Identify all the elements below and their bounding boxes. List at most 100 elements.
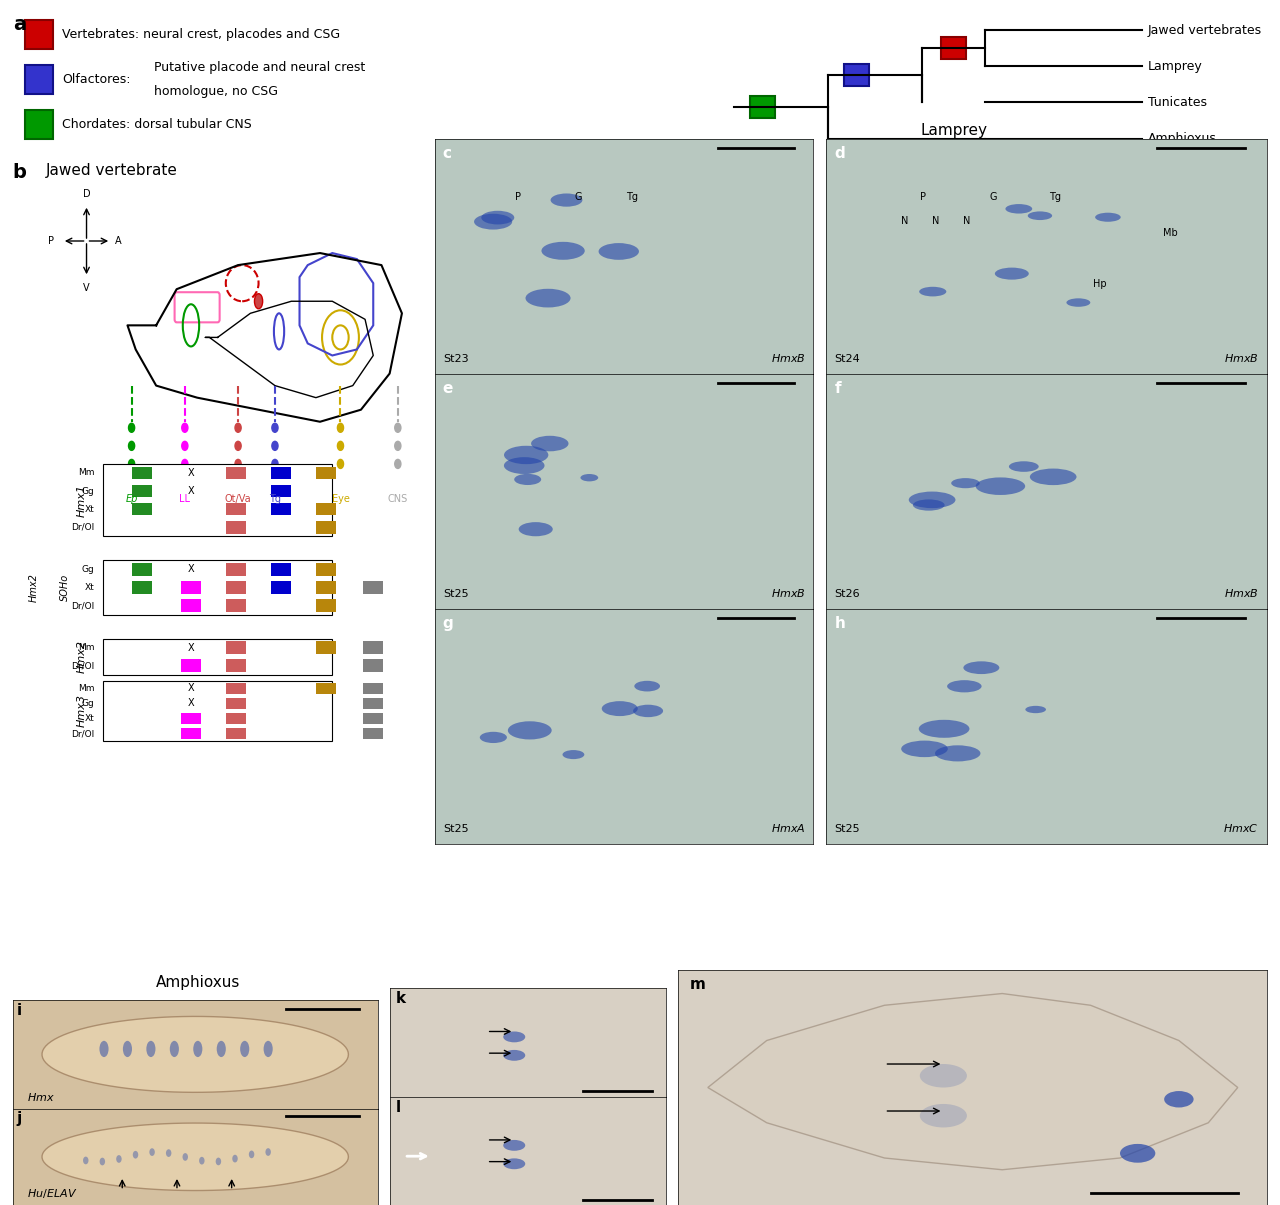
- Bar: [26, 65, 52, 94]
- Ellipse shape: [1009, 462, 1038, 472]
- Bar: [316, 502, 335, 516]
- Ellipse shape: [1066, 299, 1091, 307]
- Bar: [316, 563, 335, 576]
- Bar: [364, 728, 383, 739]
- Bar: [316, 466, 335, 480]
- Text: N: N: [901, 216, 909, 225]
- Ellipse shape: [236, 441, 241, 451]
- Text: Mb: Mb: [1162, 228, 1178, 237]
- Bar: [227, 713, 246, 724]
- Ellipse shape: [480, 731, 507, 743]
- Ellipse shape: [951, 478, 979, 488]
- Bar: [364, 659, 383, 672]
- Text: k: k: [396, 992, 406, 1006]
- Bar: [271, 502, 291, 516]
- Ellipse shape: [508, 722, 552, 740]
- Bar: [364, 683, 383, 694]
- Text: Ot/Va: Ot/Va: [225, 494, 251, 504]
- Bar: [271, 466, 291, 480]
- Text: CNS: CNS: [388, 494, 408, 504]
- Ellipse shape: [170, 1041, 179, 1057]
- Text: Ep: Ep: [125, 494, 138, 504]
- Text: b: b: [13, 163, 27, 182]
- Text: l: l: [396, 1100, 401, 1115]
- Text: St26: St26: [835, 589, 860, 599]
- Bar: [316, 521, 335, 534]
- Ellipse shape: [503, 1140, 525, 1151]
- Ellipse shape: [241, 1041, 250, 1057]
- Ellipse shape: [1030, 469, 1076, 486]
- Text: A: A: [115, 236, 122, 246]
- Ellipse shape: [602, 701, 637, 716]
- Text: X: X: [188, 486, 195, 496]
- Text: Xt: Xt: [84, 583, 95, 592]
- Ellipse shape: [562, 750, 585, 759]
- Bar: [227, 581, 246, 594]
- Ellipse shape: [515, 474, 541, 486]
- Ellipse shape: [503, 1031, 525, 1042]
- Bar: [750, 96, 774, 118]
- Text: $\it{HmxB}$: $\it{HmxB}$: [771, 352, 805, 364]
- Text: St25: St25: [443, 589, 468, 599]
- Text: c: c: [443, 146, 452, 160]
- Ellipse shape: [255, 294, 262, 308]
- Bar: [132, 581, 151, 594]
- Bar: [102, 681, 333, 741]
- Ellipse shape: [338, 423, 343, 433]
- Text: $\it{HmxB}$: $\it{HmxB}$: [1224, 587, 1258, 599]
- Ellipse shape: [634, 705, 663, 717]
- Text: Gg: Gg: [82, 565, 95, 574]
- Bar: [316, 581, 335, 594]
- Bar: [316, 683, 335, 694]
- Ellipse shape: [182, 459, 188, 469]
- Bar: [102, 560, 333, 615]
- Ellipse shape: [526, 289, 571, 307]
- Ellipse shape: [271, 459, 278, 469]
- Ellipse shape: [504, 457, 544, 474]
- Text: Jawed vertebrates: Jawed vertebrates: [1148, 24, 1262, 36]
- Ellipse shape: [146, 1041, 155, 1057]
- Ellipse shape: [909, 492, 955, 509]
- Text: a: a: [13, 14, 26, 34]
- Text: P: P: [47, 236, 54, 246]
- Bar: [364, 698, 383, 709]
- Ellipse shape: [1096, 213, 1121, 222]
- Text: h: h: [835, 616, 845, 630]
- Text: St23: St23: [443, 354, 468, 364]
- Text: Vertebrates: neural crest, placodes and CSG: Vertebrates: neural crest, placodes and …: [61, 28, 340, 41]
- Text: $\it{HmxC}$: $\it{HmxC}$: [1222, 822, 1258, 834]
- Text: N: N: [932, 216, 940, 225]
- Text: Mm: Mm: [78, 643, 95, 652]
- Bar: [316, 599, 335, 612]
- Ellipse shape: [1028, 211, 1052, 221]
- Text: j: j: [17, 1111, 22, 1127]
- Ellipse shape: [550, 194, 582, 207]
- Bar: [182, 728, 201, 739]
- Text: G: G: [575, 193, 582, 202]
- Bar: [364, 713, 383, 724]
- Text: Tunicates: Tunicates: [1148, 96, 1207, 108]
- Text: $\it{HmxB}$: $\it{HmxB}$: [1224, 352, 1258, 364]
- Ellipse shape: [100, 1041, 109, 1057]
- Text: Chordates: dorsal tubular CNS: Chordates: dorsal tubular CNS: [61, 118, 252, 131]
- Ellipse shape: [1005, 204, 1032, 213]
- Ellipse shape: [934, 746, 980, 762]
- Ellipse shape: [100, 1158, 105, 1165]
- Text: St24: St24: [835, 354, 860, 364]
- Ellipse shape: [182, 423, 188, 433]
- Ellipse shape: [166, 1150, 172, 1157]
- Ellipse shape: [503, 1158, 525, 1169]
- Text: Olfactores:: Olfactores:: [61, 74, 131, 86]
- Text: X: X: [188, 683, 195, 693]
- Polygon shape: [42, 1017, 348, 1092]
- Text: Eye: Eye: [332, 494, 349, 504]
- Ellipse shape: [271, 441, 278, 451]
- Bar: [271, 484, 291, 498]
- Bar: [316, 641, 335, 654]
- Bar: [182, 599, 201, 612]
- Text: P: P: [920, 193, 925, 202]
- Text: Gg: Gg: [82, 699, 95, 707]
- Text: Mm: Mm: [78, 684, 95, 693]
- Text: Dr/Ol: Dr/Ol: [72, 523, 95, 531]
- Bar: [227, 599, 246, 612]
